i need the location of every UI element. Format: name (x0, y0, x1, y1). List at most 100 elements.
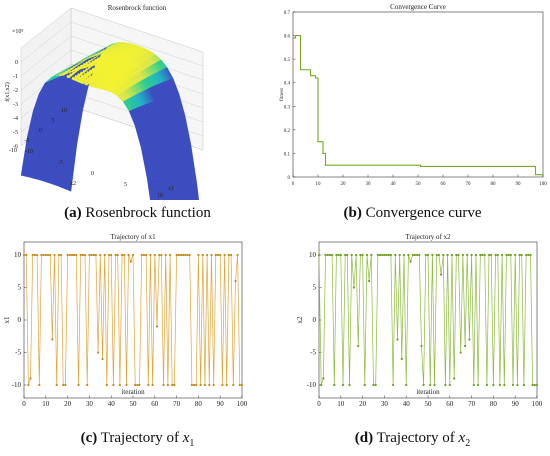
x-tick-label: 30 (86, 400, 94, 408)
z-tick-label: -1 (13, 74, 18, 80)
trajectory-point (230, 253, 233, 257)
trajectory-point (374, 383, 377, 387)
trajectory-point (175, 253, 178, 257)
caption-a-tag: (a) (64, 205, 82, 221)
trajectory-point (368, 279, 371, 283)
caption-b-text: Convergence curve (365, 205, 482, 221)
x2-tick-label: 0 (39, 128, 42, 134)
y-tick-label: 10 (14, 251, 22, 259)
x-tick-label: 0 (292, 182, 295, 187)
trajectory-point (171, 383, 174, 387)
trajectory-point (121, 253, 124, 257)
x1-axis-label: x1 (168, 186, 174, 192)
trajectory-point (435, 253, 438, 257)
y-tick-label: 0.5 (284, 58, 291, 63)
trajectory-point (145, 253, 148, 257)
z-tick-label: 0 (15, 60, 18, 66)
z-grid-line (20, 49, 72, 91)
trajectory-point (31, 253, 34, 257)
x-tick-label: 80 (491, 182, 497, 187)
trajectory-point (51, 338, 54, 341)
trajectory-point (184, 253, 187, 257)
trajectory-point (376, 253, 379, 257)
x-tick-label: 70 (173, 400, 181, 408)
trajectory-point (361, 253, 364, 257)
x-tick-label: 10 (337, 400, 345, 408)
trajectory-point (444, 383, 447, 387)
trajectory-point (503, 383, 506, 387)
trajectory-point (485, 383, 488, 387)
y-tick-label: 0.1 (284, 152, 291, 157)
trajectory-point (396, 338, 399, 341)
trajectory-point (344, 253, 347, 257)
trajectory-point (114, 253, 117, 257)
trajectory-point (79, 253, 82, 257)
trajectory-point (350, 253, 353, 257)
trajectory-point (153, 253, 156, 257)
trajectory-point (326, 253, 329, 257)
trajectory-point (66, 253, 69, 257)
caption-c-text: Trajectory of (100, 430, 183, 446)
z-tick-label: -4 (13, 116, 18, 122)
trajectory-point (481, 253, 484, 257)
trajectory-point (365, 253, 369, 257)
trajectory-point (197, 253, 200, 257)
trajectory-point (426, 253, 430, 257)
chart-title: Convergence Curve (390, 3, 446, 11)
trajectory-point (210, 253, 213, 257)
surface-title: Rosenbrock function (108, 4, 167, 12)
x-tick-label: 30 (381, 400, 389, 408)
trajectory-point (378, 253, 382, 257)
x1-tick-label: 10 (157, 193, 163, 199)
trajectory-point (511, 383, 515, 387)
caption-d-tag: (d) (354, 430, 374, 446)
trajectory-point (516, 383, 519, 387)
y-tick-label: 10 (309, 251, 317, 259)
x-tick-label: 20 (359, 400, 367, 408)
trajectory-point (42, 253, 45, 257)
trajectory-point (186, 253, 189, 257)
trajectory-point (381, 253, 384, 257)
y-axis-label: fitness (280, 88, 285, 101)
trajectory-point (505, 253, 508, 257)
caption-c-sub: 1 (189, 438, 195, 449)
trajectory-point (46, 253, 50, 257)
trajectory-point (234, 279, 237, 283)
x-tick-label: 40 (391, 182, 397, 187)
trajectory-point (57, 253, 61, 257)
trajectory-point (383, 253, 386, 257)
trajectory-x1-chart: Trajectory of x10 10 20 30 40 50 60 70 80 90 10010… (3, 233, 248, 408)
trajectory-point (477, 383, 480, 387)
trajectory-point (487, 253, 491, 257)
trajectory-point (110, 253, 113, 257)
trajectory-point (129, 260, 132, 263)
trajectory-point (527, 253, 530, 257)
panel-trajectory-x2: Trajectory of x2 0 10 20 30 40 50 60 70 80 90 100 10… (275, 228, 550, 428)
convergence-series-line (293, 35, 543, 176)
panel-convergence: Convergence Curve 0 10 20 30 40 50 60 70 80 90 100 0… (275, 0, 550, 200)
trajectory-point (97, 351, 100, 354)
x-axis-label: iteration (121, 388, 145, 396)
trajectory-point (201, 253, 204, 257)
trajectory-point (357, 344, 360, 348)
trajectory-point (437, 253, 440, 257)
trajectory-point (416, 253, 419, 257)
x-tick-label: 60 (151, 400, 159, 408)
trajectory-point (214, 253, 217, 257)
trajectory-point (372, 383, 375, 387)
z-axis-label: f(x1,x2) (4, 82, 11, 102)
trajectory-point (389, 253, 392, 257)
y-tick-label: -5 (15, 349, 21, 357)
trajectory-point (407, 253, 410, 257)
trajectory-point (531, 383, 534, 387)
trajectory-point (162, 383, 165, 387)
trajectory-point (394, 253, 397, 257)
trajectory-point (492, 383, 495, 387)
trajectory-point (90, 253, 93, 257)
y-tick-label: 0 (313, 316, 317, 324)
y-tick-label: 0 (288, 176, 291, 181)
trajectory-point (507, 253, 510, 257)
y-tick-label: 5 (18, 284, 22, 292)
trajectory-point (179, 253, 183, 257)
trajectory-point (203, 383, 206, 387)
